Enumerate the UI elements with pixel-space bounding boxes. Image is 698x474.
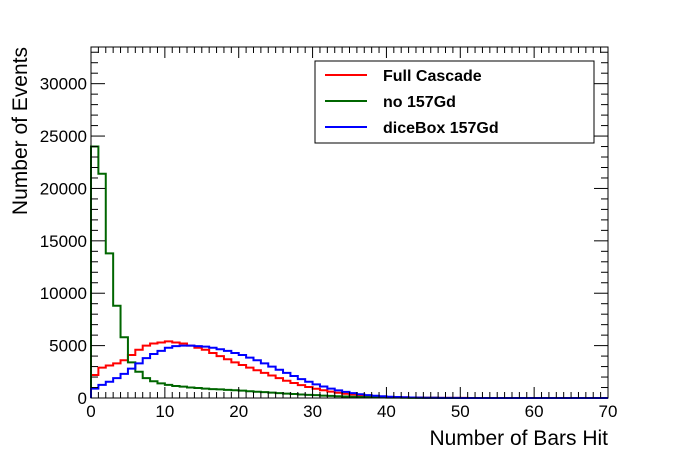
legend-label-2: diceBox 157Gd	[383, 120, 499, 137]
x-tick-label: 30	[303, 402, 322, 421]
x-tick-label: 70	[599, 402, 618, 421]
x-axis-title: Number of Bars Hit	[429, 427, 608, 450]
y-tick-label: 5000	[49, 337, 87, 356]
x-tick-label: 40	[377, 402, 396, 421]
y-tick-labels: 0 5000 10000 15000 20000 25000 30000	[40, 75, 87, 408]
y-tick-label: 10000	[40, 284, 87, 303]
x-tick-labels: 0 10 20 30 40 50 60 70	[86, 402, 617, 421]
legend-label-1: no 157Gd	[383, 94, 456, 111]
plot-frame	[90, 46, 609, 399]
x-tick-label: 0	[86, 402, 95, 421]
y-tick-label: 0	[78, 389, 87, 408]
legend: Full Cascade no 157Gd diceBox 157Gd	[314, 60, 595, 144]
legend-label-0: Full Cascade	[383, 68, 482, 85]
y-axis-title: Number of Events	[9, 47, 32, 215]
x-tick-label: 50	[451, 402, 470, 421]
x-tick-label: 20	[229, 402, 248, 421]
x-tick-label: 60	[525, 402, 544, 421]
x-tick-label: 10	[155, 402, 174, 421]
y-tick-label: 15000	[40, 232, 87, 251]
y-tick-label: 20000	[40, 179, 87, 198]
y-tick-label: 25000	[40, 127, 87, 146]
y-tick-label: 30000	[40, 75, 87, 94]
